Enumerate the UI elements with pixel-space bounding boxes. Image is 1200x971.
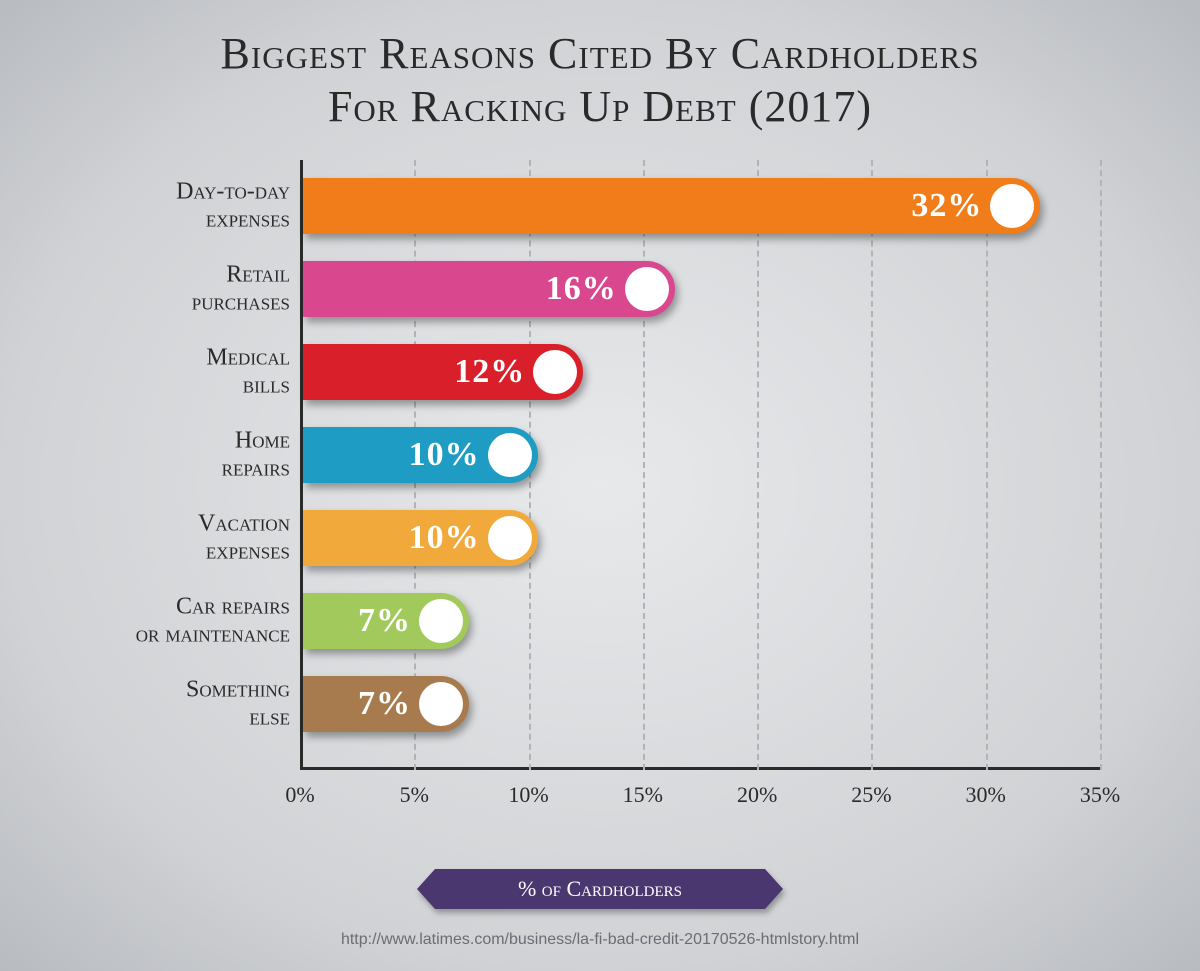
- gridline: [986, 160, 988, 770]
- title-line-1: Biggest Reasons Cited By Cardholders: [221, 29, 980, 78]
- bar-value-label: 10%: [409, 436, 480, 474]
- bar: 7%: [303, 676, 469, 732]
- bar: 10%: [303, 510, 538, 566]
- title-line-2: For Racking Up Debt (2017): [328, 82, 872, 131]
- bar: 10%: [303, 427, 538, 483]
- gridline: [1100, 160, 1102, 770]
- gridline: [643, 160, 645, 770]
- x-tick-label: 25%: [851, 782, 891, 808]
- category-label: Day-to-dayexpenses: [10, 178, 290, 233]
- bar-value-label: 16%: [546, 270, 617, 308]
- category-label: Medicalbills: [10, 344, 290, 399]
- x-axis-line: [300, 767, 1100, 770]
- x-axis-title-ribbon: % of Cardholders: [435, 869, 765, 909]
- x-axis-title: % of Cardholders: [518, 876, 682, 901]
- x-tick-label: 20%: [737, 782, 777, 808]
- chart-plot-area: 0%5%10%15%20%25%30%35%32%16%12%10%10%7%7…: [300, 160, 1130, 800]
- gridline: [871, 160, 873, 770]
- bar: 32%: [303, 178, 1040, 234]
- bar-value-label: 12%: [454, 353, 525, 391]
- category-label: Retailpurchases: [10, 261, 290, 316]
- bar-knob: [419, 682, 463, 726]
- bar-knob: [625, 267, 669, 311]
- source-citation: http://www.latimes.com/business/la-fi-ba…: [0, 931, 1200, 949]
- x-tick-label: 30%: [966, 782, 1006, 808]
- x-tick-label: 35%: [1080, 782, 1120, 808]
- bar-knob: [990, 184, 1034, 228]
- chart-title: Biggest Reasons Cited By Cardholders For…: [0, 0, 1200, 134]
- bar-knob: [533, 350, 577, 394]
- x-tick-label: 15%: [623, 782, 663, 808]
- category-label: Vacationexpenses: [10, 510, 290, 565]
- category-label: Car repairsor maintenance: [10, 593, 290, 648]
- x-tick-label: 0%: [285, 782, 314, 808]
- x-tick-label: 5%: [400, 782, 429, 808]
- category-label: Homerepairs: [10, 427, 290, 482]
- bar-knob: [419, 599, 463, 643]
- bar-value-label: 7%: [358, 685, 411, 723]
- x-tick-label: 10%: [508, 782, 548, 808]
- category-label: Somethingelse: [10, 676, 290, 731]
- bar-value-label: 7%: [358, 602, 411, 640]
- bar: 12%: [303, 344, 583, 400]
- bar-knob: [488, 433, 532, 477]
- bar: 16%: [303, 261, 675, 317]
- bar-knob: [488, 516, 532, 560]
- gridline: [757, 160, 759, 770]
- bar-value-label: 32%: [911, 187, 982, 225]
- bar-value-label: 10%: [409, 519, 480, 557]
- bar: 7%: [303, 593, 469, 649]
